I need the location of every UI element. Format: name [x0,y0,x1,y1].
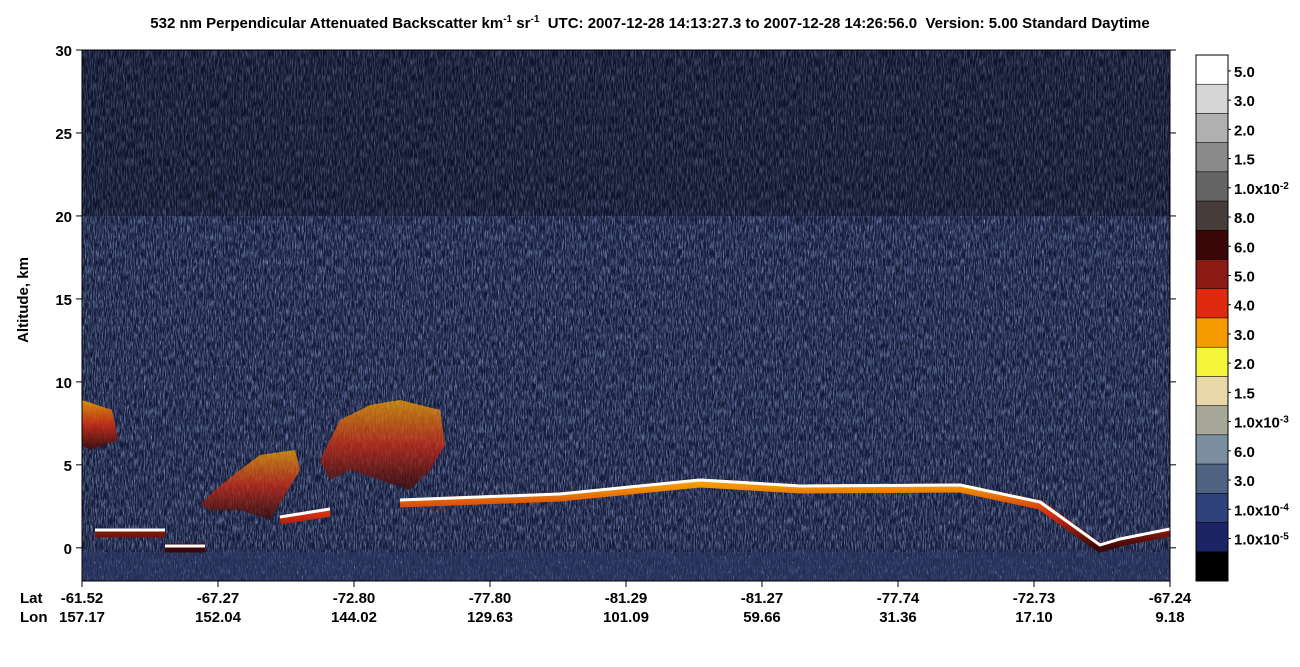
colorbar-label-exponent: -2 [1280,181,1289,192]
colorbar-label-text: 1.5 [1234,152,1255,169]
colorbar-label-text: 2.0 [1234,356,1255,373]
colorbar-label-text: 1.0x10 [1234,415,1280,432]
x-row-title: Lat [20,590,43,607]
colorbar-swatch [1195,522,1229,553]
colorbar-swatch [1195,83,1229,114]
colorbar-frame [1195,54,1229,582]
title-superscript: -1 [503,14,512,25]
colorbar-label-text: 1.5 [1234,385,1255,402]
colorbar-label: 8.0 [1234,210,1255,227]
colorbar-label: 1.0x10-2 [1234,181,1289,198]
x-tick-label: 152.04 [195,609,242,626]
title-part: sr [512,15,531,32]
x-tick-label: -81.27 [741,590,784,607]
colorbar-label: 5.0 [1234,268,1255,285]
colorbar-label-text: 5.0 [1234,64,1255,81]
x-tick-label: -67.24 [1149,590,1192,607]
x-tick-label: 9.18 [1155,609,1184,626]
colorbar-label-text: 6.0 [1234,444,1255,461]
colorbar-swatch [1195,171,1229,202]
x-tick-label: 17.10 [1015,609,1053,626]
colorbar-label: 2.0 [1234,122,1255,139]
title-part: UTC: 2007-12-28 14:13:27.3 to 2007-12-28… [539,15,1149,32]
colorbar-label: 1.5 [1234,385,1255,402]
colorbar-label: 3.0 [1234,327,1255,344]
colorbar-label-exponent: -5 [1280,531,1289,542]
y-tick-label: 30 [55,43,72,60]
colorbar-swatch [1195,259,1229,290]
colorbar-label-exponent: -4 [1280,502,1289,513]
x-tick-label: 157.17 [59,609,105,626]
colorbar-label: 1.0x10-4 [1234,502,1289,519]
y-tick-label: 0 [64,541,72,558]
y-tick-label: 15 [55,292,72,309]
x-tick-label: -67.27 [197,590,240,607]
x-tick-label: -72.73 [1013,590,1056,607]
colorbar-swatch [1195,288,1229,319]
colorbar-label-text: 4.0 [1234,298,1255,315]
colorbar-swatch [1195,463,1229,494]
backscatter-image [82,50,1171,581]
colorbar-label: 4.0 [1234,298,1255,315]
x-tick-label: -61.52 [61,590,104,607]
title-part: 532 nm Perpendicular Attenuated Backscat… [150,15,503,32]
colorbar-swatch [1195,317,1229,348]
colorbar-swatch [1195,113,1229,143]
x-tick-label: -81.29 [605,590,648,607]
colorbar-swatch [1195,346,1229,377]
colorbar-label: 6.0 [1234,444,1255,461]
colorbar-label-text: 3.0 [1234,93,1255,110]
colorbar-label-text: 1.0x10 [1234,531,1280,548]
colorbar-swatch [1195,434,1229,465]
x-tick-label: 31.36 [879,609,917,626]
x-tick-label: 59.66 [743,609,781,626]
colorbar-label: 6.0 [1234,239,1255,256]
y-axis-label: Altitude, km [15,257,32,343]
chart-title: 532 nm Perpendicular Attenuated Backscat… [150,14,1149,32]
colorbar-label: 3.0 [1234,93,1255,110]
colorbar-label-text: 3.0 [1234,327,1255,344]
x-tick-label: 144.02 [331,609,377,626]
x-tick-label: 129.63 [467,609,513,626]
colorbar-label-text: 8.0 [1234,210,1255,227]
title-superscript: -1 [530,14,539,25]
colorbar-swatch [1195,405,1229,436]
colorbar-swatch [1195,200,1229,231]
colorbar-label: 1.5 [1234,152,1255,169]
colorbar-swatch [1195,142,1229,173]
colorbar-label: 2.0 [1234,356,1255,373]
colorbar-label-text: 1.0x10 [1234,181,1280,198]
y-tick-label: 25 [55,126,72,143]
x-row-title: Lon [20,609,48,626]
y-tick-label: 10 [55,375,72,392]
colorbar-swatch [1195,551,1229,582]
colorbar-label-exponent: -3 [1280,415,1289,426]
colorbar-label: 3.0 [1234,473,1255,490]
colorbar-label-text: 5.0 [1234,268,1255,285]
colorbar-label: 5.0 [1234,64,1255,81]
colorbar-label-text: 3.0 [1234,473,1255,490]
y-tick-label: 5 [64,458,72,475]
colorbar-label-text: 1.0x10 [1234,502,1280,519]
x-tick-label: -77.80 [469,590,512,607]
colorbar-swatch [1195,493,1229,523]
colorbar-swatch [1195,54,1229,85]
x-tick-label: 101.09 [603,609,649,626]
colorbar-label: 1.0x10-3 [1234,415,1289,432]
colorbar-label: 1.0x10-5 [1234,531,1289,548]
colorbar-label-text: 6.0 [1234,239,1255,256]
y-tick-label: 20 [55,209,72,226]
x-tick-label: -72.80 [333,590,376,607]
colorbar-swatch [1195,230,1229,260]
colorbar-swatch [1195,376,1229,406]
colorbar-label-text: 2.0 [1234,122,1255,139]
x-tick-label: -77.74 [877,590,920,607]
